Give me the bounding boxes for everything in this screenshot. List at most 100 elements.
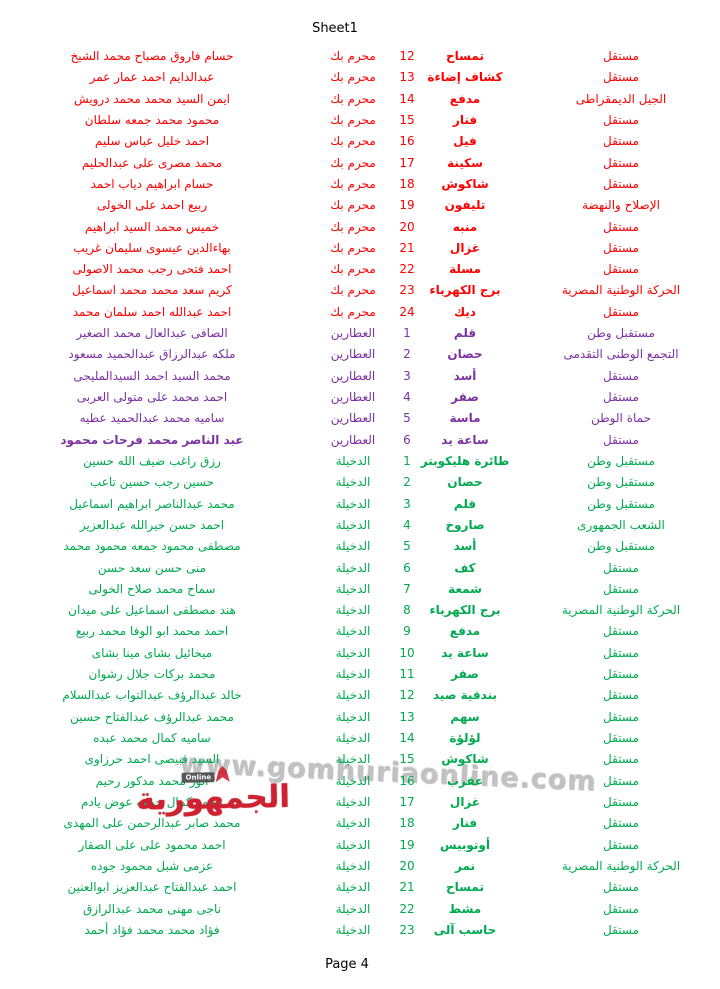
symbol-cell: شاكوش xyxy=(441,752,489,767)
table-row: ملكه عبدالرزاق عبدالحميد مسعود العطارين 2 ح… xyxy=(0,344,720,365)
table-row: فؤاد محمد محمد فؤاد أحمد الدخيلة 23 حاسب آل… xyxy=(0,920,720,941)
party-cell: مستقل xyxy=(603,667,639,682)
candidate-name-cell: ساميه كمال محمد عبده xyxy=(93,731,211,745)
table-row: ميخائيل بشاى مينا بشاى الدخيلة 10 ساعة يد مس… xyxy=(0,643,720,664)
symbol-cell: ديك xyxy=(454,304,476,319)
party-cell: الإصلاح والنهضة xyxy=(582,198,660,213)
watermark-logo-text: الجمهورية xyxy=(136,778,291,818)
candidate-name-cell: مصطفى محمود جمعه محمود محمد xyxy=(63,539,241,554)
district-cell: الدخيلة xyxy=(335,688,371,703)
party-cell: مستقل xyxy=(603,581,639,596)
ballot-number-cell: 4 xyxy=(403,517,411,532)
district-cell: الدخيلة xyxy=(335,453,371,468)
table-row: احمد خليل عباس سليم محرم بك 16 فيل مستقل xyxy=(0,131,720,152)
party-cell: مستقل xyxy=(603,922,639,937)
candidate-name-cell: كريم سعد محمد محمد اسماعيل xyxy=(72,283,232,298)
ballot-number-cell: 17 xyxy=(399,155,415,170)
table-row: احمد عبدالله احمد سلمان محمد محرم بك 24 ديك… xyxy=(0,302,720,323)
table-row: حسام ابراهيم دياب احمد محرم بك 18 شاكوش مستق… xyxy=(0,174,720,195)
party-cell: مستقل xyxy=(603,240,639,255)
ballot-number-cell: 1 xyxy=(403,453,411,468)
party-cell: مستقل xyxy=(603,901,639,916)
table-row: خالد عبدالرؤف عبدالتواب عبدالسلام الدخيلة… xyxy=(0,685,720,706)
district-cell: الدخيلة xyxy=(335,816,371,831)
district-cell: الدخيلة xyxy=(335,496,371,511)
symbol-cell: برج الكهرباء xyxy=(429,603,501,618)
candidate-table: حسام فاروق مصباح محمد الشيخ محرم بك 12 تمسا… xyxy=(0,46,720,941)
symbol-cell: ساعة يد xyxy=(441,432,489,447)
candidate-name-cell: سماح محمد صلاح الخولى xyxy=(88,581,216,596)
district-cell: الدخيلة xyxy=(335,581,371,596)
candidate-name-cell: السيد قبيصى احمد حرزاوى xyxy=(84,752,220,767)
symbol-cell: منبه xyxy=(452,219,478,234)
party-cell: مستقل xyxy=(603,837,639,852)
table-row: السيد قبيصى احمد حرزاوى الدخيلة 15 شاكوش مست… xyxy=(0,749,720,770)
ballot-number-cell: 21 xyxy=(399,240,415,255)
candidate-name-cell: ملكه عبدالرزاق عبدالحميد مسعود xyxy=(68,347,236,362)
ballot-number-cell: 20 xyxy=(399,219,415,234)
candidate-name-cell: أنور محمد مدكور رحيم xyxy=(95,773,209,788)
district-cell: العطارين xyxy=(330,347,376,362)
district-cell: محرم بك xyxy=(330,283,376,298)
district-cell: الدخيلة xyxy=(335,667,371,682)
party-cell: مستقل xyxy=(603,176,639,191)
ballot-number-cell: 10 xyxy=(399,645,415,660)
symbol-cell: سهم xyxy=(450,709,480,724)
party-cell: التجمع الوطنى التقدمى xyxy=(563,347,679,362)
ballot-number-cell: 4 xyxy=(403,390,411,404)
party-cell: مستقبل وطن xyxy=(587,496,655,511)
table-row: محمد صابر عبدالرحمن على المهدى الدخيلة 18 ف… xyxy=(0,813,720,834)
ballot-number-cell: 13 xyxy=(399,70,415,85)
candidate-name-cell: ربيع احمد على الخولى xyxy=(96,198,208,213)
candidate-name-cell: احمد محمد ابو الوفا محمد ربيع xyxy=(75,624,229,639)
symbol-cell: حصان xyxy=(447,347,483,362)
district-cell: محرم بك xyxy=(330,134,376,149)
ballot-number-cell: 19 xyxy=(399,837,415,852)
ballot-number-cell: 22 xyxy=(399,262,415,277)
district-cell: الدخيلة xyxy=(335,624,371,639)
party-cell: مستقل xyxy=(603,219,639,234)
ballot-number-cell: 9 xyxy=(403,624,411,639)
candidate-name-cell: ميخائيل بشاى مينا بشاى xyxy=(91,645,213,660)
symbol-cell: مدفع xyxy=(449,624,481,639)
district-cell: محرم بك xyxy=(330,219,376,234)
district-cell: العطارين xyxy=(330,390,376,404)
candidate-name-cell: محمود محمد جمعه سلطان xyxy=(84,112,220,127)
candidate-name-cell: محمد عبدالرؤف عبدالفتاح حسين xyxy=(70,709,234,724)
table-row: ساميه محمد عبدالحميد عطيه العطارين 5 ماسة حم… xyxy=(0,408,720,429)
ballot-number-cell: 6 xyxy=(403,432,411,447)
ballot-number-cell: 16 xyxy=(399,773,415,788)
district-cell: الدخيلة xyxy=(335,858,371,873)
table-row: خميس محمد السيد ابراهيم محرم بك 20 منبه مستق… xyxy=(0,217,720,238)
party-cell: مستقل xyxy=(603,304,639,319)
symbol-cell: شمعة xyxy=(448,581,482,596)
table-row: محمد مصرى على عبدالحليم محرم بك 17 سكينة مست… xyxy=(0,153,720,174)
table-row: احمد محمد ابو الوفا محمد ربيع الدخيلة 9 مدف… xyxy=(0,621,720,642)
symbol-cell: بندقية صيد xyxy=(433,688,497,703)
district-cell: الدخيلة xyxy=(335,794,371,809)
table-row: احمد حسن خيرالله عبدالعزيز الدخيلة 4 صاروخ ا… xyxy=(0,515,720,536)
ballot-number-cell: 16 xyxy=(399,134,415,149)
ballot-number-cell: 5 xyxy=(403,411,411,426)
candidate-name-cell: احمد عبدالفتاح عبدالعزيز ابوالعنين xyxy=(67,880,237,895)
district-cell: الدخيلة xyxy=(335,475,371,490)
watermark-logo: Online الجمهورية xyxy=(136,771,291,825)
district-cell: الدخيلة xyxy=(335,603,371,618)
district-cell: الدخيلة xyxy=(335,560,371,575)
district-cell: العطارين xyxy=(330,432,376,447)
district-cell: محرم بك xyxy=(330,112,376,127)
district-cell: محرم بك xyxy=(330,240,376,255)
ballot-number-cell: 12 xyxy=(399,49,415,63)
table-row: ايمن السيد محمد محمد درويش محرم بك 14 مدفع ا… xyxy=(0,89,720,110)
table-row: مصطفى محمود جمعه محمود محمد الدخيلة 5 أسد مس… xyxy=(0,536,720,557)
ballot-number-cell: 18 xyxy=(399,816,415,831)
ballot-number-cell: 23 xyxy=(399,283,415,298)
party-cell: مستقل xyxy=(603,752,639,767)
table-row: محمد بركات جلال رشوان الدخيلة 11 صقر مستقل xyxy=(0,664,720,685)
ballot-number-cell: 14 xyxy=(399,731,415,745)
party-cell: مستقل xyxy=(603,794,639,809)
candidate-name-cell: حسام ابراهيم دياب احمد xyxy=(90,176,214,191)
party-cell: مستقل xyxy=(603,155,639,170)
party-cell: حماة الوطن xyxy=(591,411,651,426)
symbol-cell: حاسب آلى xyxy=(433,922,497,937)
